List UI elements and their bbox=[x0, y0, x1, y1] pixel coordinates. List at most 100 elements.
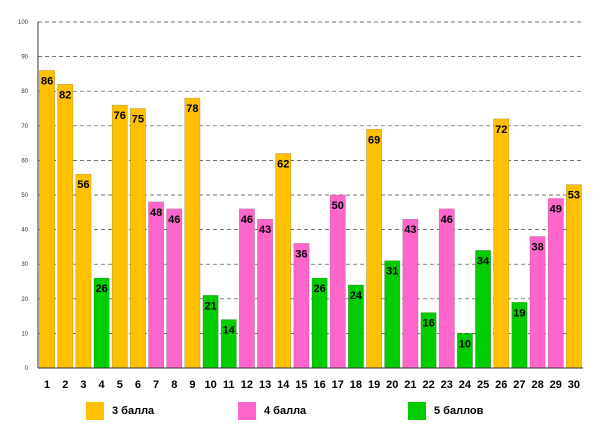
bar-28 bbox=[529, 236, 546, 369]
bar-value-label: 34 bbox=[477, 255, 490, 267]
bar-6 bbox=[129, 108, 146, 369]
x-tick-label: 21 bbox=[404, 379, 416, 391]
bar-9 bbox=[184, 97, 201, 369]
bar-value-label: 16 bbox=[422, 318, 434, 330]
bar-value-label: 53 bbox=[568, 190, 580, 202]
bar-value-label: 21 bbox=[204, 300, 216, 312]
bar-13 bbox=[257, 218, 274, 369]
bar-value-label: 38 bbox=[531, 242, 543, 254]
x-tick-label: 1 bbox=[44, 379, 50, 391]
legend-item-5-ballov: 5 баллов bbox=[408, 400, 483, 422]
x-tick-label: 24 bbox=[459, 379, 472, 391]
bar-value-labels: 86 82 56 26 76 75 48 46 78 21 14 46 43 62 36 26 50 24 69 31… bbox=[41, 75, 580, 350]
bar-value-label: 46 bbox=[168, 214, 180, 226]
x-axis-tick-labels: 1 2 3 4 5 6 7 8 9 10 11 12 13 14 15 16 17 18 19 20 21 22 23 24 2… bbox=[44, 379, 580, 391]
legend-swatch-3-balla bbox=[86, 402, 104, 420]
bar-14 bbox=[275, 153, 292, 369]
bar-25 bbox=[475, 250, 492, 369]
bar-value-label: 36 bbox=[295, 248, 307, 260]
x-tick-label: 28 bbox=[531, 379, 543, 391]
bar-value-label: 76 bbox=[114, 110, 126, 122]
bar-value-label: 26 bbox=[95, 283, 107, 295]
legend-label-3-balla: 3 балла bbox=[112, 405, 155, 417]
bar-value-label: 62 bbox=[277, 158, 289, 170]
bar-value-label: 19 bbox=[513, 307, 525, 319]
bar-26 bbox=[493, 118, 510, 369]
x-tick-label: 15 bbox=[295, 379, 307, 391]
bar-value-label: 50 bbox=[332, 200, 344, 212]
y-tick-label: 90 bbox=[21, 55, 28, 61]
bar-value-label: 46 bbox=[241, 214, 253, 226]
legend-item-3-balla: 3 балла bbox=[86, 400, 154, 422]
x-tick-label: 23 bbox=[441, 379, 453, 391]
legend-swatch-4-balla bbox=[238, 402, 256, 420]
bar-value-label: 48 bbox=[150, 207, 162, 219]
bar-value-label: 75 bbox=[132, 114, 144, 126]
y-tick-label: 80 bbox=[21, 89, 28, 95]
bar-8 bbox=[166, 208, 183, 369]
bar-30 bbox=[565, 184, 582, 369]
bar-2 bbox=[57, 83, 74, 369]
bar-value-label: 56 bbox=[77, 179, 89, 191]
bars bbox=[39, 70, 582, 369]
bar-23 bbox=[438, 208, 455, 369]
x-tick-label: 14 bbox=[277, 379, 290, 391]
x-tick-label: 16 bbox=[313, 379, 325, 391]
legend-item-4-balla: 4 балла bbox=[238, 400, 306, 422]
bar-value-label: 14 bbox=[223, 325, 236, 337]
bar-value-label: 43 bbox=[259, 224, 271, 236]
x-tick-label: 6 bbox=[135, 379, 141, 391]
y-tick-label: 10 bbox=[21, 331, 28, 337]
bar-value-label: 46 bbox=[441, 214, 453, 226]
x-tick-label: 2 bbox=[62, 379, 68, 391]
y-tick-label: 50 bbox=[21, 193, 28, 199]
bar-29 bbox=[547, 198, 564, 369]
bar-7 bbox=[148, 201, 165, 369]
bar-3 bbox=[75, 173, 92, 369]
x-tick-label: 17 bbox=[332, 379, 344, 391]
bar-21 bbox=[402, 218, 419, 369]
y-tick-label: 40 bbox=[21, 228, 28, 234]
bar-value-label: 49 bbox=[550, 203, 562, 215]
bar-12 bbox=[238, 208, 255, 369]
bar-value-label: 69 bbox=[368, 134, 380, 146]
bar-15 bbox=[293, 243, 310, 369]
x-tick-label: 26 bbox=[495, 379, 507, 391]
x-tick-label: 22 bbox=[422, 379, 434, 391]
y-tick-label: 0 bbox=[25, 366, 29, 372]
legend-label-4-balla: 4 балла bbox=[264, 405, 307, 417]
x-tick-label: 3 bbox=[80, 379, 86, 391]
x-tick-label: 19 bbox=[368, 379, 380, 391]
bar-value-label: 82 bbox=[59, 89, 71, 101]
bar-1 bbox=[39, 70, 56, 369]
bar-value-label: 43 bbox=[404, 224, 416, 236]
x-tick-label: 9 bbox=[189, 379, 195, 391]
x-tick-label: 8 bbox=[171, 379, 177, 391]
x-tick-label: 5 bbox=[117, 379, 123, 391]
bar-value-label: 10 bbox=[459, 338, 471, 350]
x-tick-label: 11 bbox=[223, 379, 235, 391]
y-tick-label: 70 bbox=[21, 124, 28, 130]
x-tick-label: 7 bbox=[153, 379, 159, 391]
y-tick-label: 100 bbox=[18, 20, 29, 26]
x-tick-label: 18 bbox=[350, 379, 362, 391]
bar-value-label: 86 bbox=[41, 75, 53, 87]
y-axis-tick-labels: 0 10 20 30 40 50 60 70 80 90 100 bbox=[18, 20, 29, 372]
legend-swatch-5-ballov bbox=[408, 402, 426, 420]
y-tick-label: 20 bbox=[21, 297, 28, 303]
bar-value-label: 26 bbox=[313, 283, 325, 295]
bar-value-label: 31 bbox=[386, 266, 398, 278]
x-tick-label: 27 bbox=[513, 379, 525, 391]
x-tick-label: 13 bbox=[259, 379, 271, 391]
x-tick-label: 20 bbox=[386, 379, 398, 391]
x-tick-label: 12 bbox=[241, 379, 253, 391]
bar-19 bbox=[366, 128, 383, 369]
x-tick-label: 29 bbox=[550, 379, 562, 391]
bar-value-label: 78 bbox=[186, 103, 198, 115]
bar-5 bbox=[111, 104, 128, 369]
y-tick-label: 60 bbox=[21, 158, 28, 164]
bar-17 bbox=[329, 194, 346, 369]
legend-label-5-ballov: 5 баллов bbox=[434, 405, 484, 417]
x-tick-label: 10 bbox=[204, 379, 216, 391]
